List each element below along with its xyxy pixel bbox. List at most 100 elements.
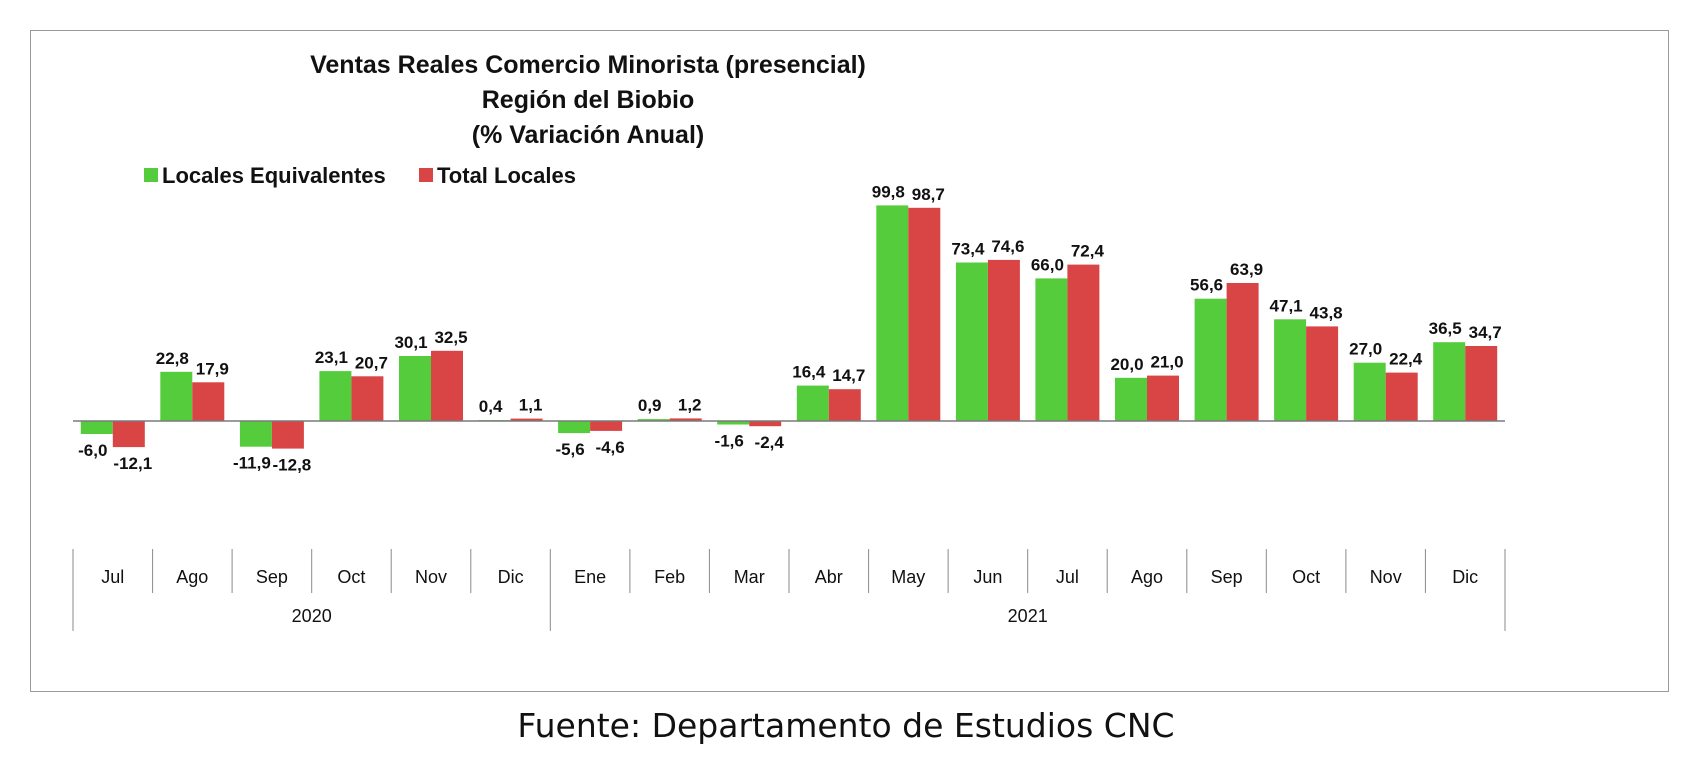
bar-total-locales-1 [192,382,225,421]
chart-title-line-1: Ventas Reales Comercio Minorista (presen… [310,51,866,79]
bar-total-locales-8 [749,421,782,427]
bar-locales-equivalentes-4 [399,356,431,421]
data-label-locales-equivalentes-3: 23,1 [315,348,348,367]
x-axis: Jul Ago Sep Oct Nov Dic Ene Feb Mar Abr May Jun Jul A… [72,420,1506,631]
data-label-total-locales-16: 22,4 [1389,350,1423,369]
legend-label-total-locales: Total Locales [437,163,576,188]
bar-total-locales-9 [828,389,861,421]
bar-total-locales-4 [431,350,463,421]
data-label-locales-equivalentes-0: -6,0 [78,441,107,460]
bar-locales-equivalentes-14 [1194,298,1227,421]
data-label-total-locales-11: 74,6 [991,237,1024,256]
data-label-total-locales-13: 21,0 [1150,353,1183,372]
data-label-total-locales-8: -2,4 [755,433,785,452]
data-label-total-locales-4: 32,5 [434,328,467,347]
x-tick-label: Jun [973,567,1002,587]
data-label-total-locales-6: -4,6 [595,438,624,457]
chart-title: Ventas Reales Comercio Minorista (presen… [310,51,866,149]
data-label-total-locales-12: 72,4 [1071,242,1105,261]
bar-locales-equivalentes-11 [955,262,988,421]
bar-locales-equivalentes-12 [1035,278,1068,421]
bar-locales-equivalentes-7 [637,419,670,421]
x-group-label-2020: 2020 [292,606,332,626]
data-label-locales-equivalentes-6: -5,6 [555,440,584,459]
data-label-locales-equivalentes-1: 22,8 [156,349,189,368]
bar-total-locales-12 [1067,264,1100,421]
bar-locales-equivalentes-15 [1274,319,1307,421]
bar-total-locales-3 [351,376,384,421]
bar-total-locales-16 [1385,372,1418,421]
data-label-total-locales-17: 34,7 [1469,323,1502,342]
bar-total-locales-11 [987,259,1020,421]
bar-total-locales-17 [1465,346,1498,421]
data-label-locales-equivalentes-13: 20,0 [1110,355,1143,374]
data-label-total-locales-14: 63,9 [1230,260,1263,279]
data-label-locales-equivalentes-4: 30,1 [394,333,427,352]
data-label-total-locales-9: 14,7 [832,366,865,385]
bar-chart: Ventas Reales Comercio Minorista (presen… [72,51,1506,631]
legend: Locales Equivalentes Total Locales [144,163,576,188]
x-tick-label: Sep [1211,567,1243,587]
data-label-locales-equivalentes-8: -1,6 [715,432,744,451]
x-tick-label: Nov [415,567,447,587]
x-tick-label: Feb [654,567,685,587]
bar-locales-equivalentes-0 [80,421,113,434]
data-label-total-locales-7: 1,2 [678,395,702,414]
bar-locales-equivalentes-9 [796,385,829,421]
chart-frame: Ventas Reales Comercio Minorista (presen… [30,30,1669,692]
x-tick-label: Oct [337,567,365,587]
x-tick-label: Ene [574,567,606,587]
x-tick-label: Jul [1056,567,1079,587]
bar-total-locales-5 [510,418,543,421]
x-tick-label: Sep [256,567,288,587]
bar-locales-equivalentes-6 [558,421,591,434]
bar-locales-equivalentes-2 [239,421,272,447]
bar-total-locales-0 [112,421,145,448]
x-tick-label: Dic [498,567,524,587]
chart-title-line-3: (% Variación Anual) [472,121,704,149]
legend-label-locales-equivalentes: Locales Equivalentes [162,163,386,188]
data-label-locales-equivalentes-14: 56,6 [1190,276,1223,295]
bar-total-locales-2 [271,421,304,449]
data-label-locales-equivalentes-15: 47,1 [1270,296,1303,315]
plot-area: -6,0 22,8 -11,9 23,1 30,1 0,4 -5,6 0,9 -1,6 16,4 9… [78,182,1502,474]
bar-locales-equivalentes-13 [1115,377,1147,421]
data-label-locales-equivalentes-17: 36,5 [1429,319,1462,338]
data-label-total-locales-10: 98,7 [912,185,945,204]
chart-title-line-2: Región del Biobio [482,86,695,114]
bar-total-locales-6 [590,421,623,431]
legend-swatch-locales-equivalentes [144,168,158,182]
bar-total-locales-10 [908,207,941,421]
data-label-total-locales-2: -12,8 [273,456,312,475]
bar-locales-equivalentes-3 [319,371,352,421]
data-label-locales-equivalentes-2: -11,9 [233,454,271,473]
bar-total-locales-13 [1147,375,1179,421]
data-label-total-locales-15: 43,8 [1310,303,1343,322]
data-label-locales-equivalentes-11: 73,4 [951,240,985,259]
data-label-total-locales-3: 20,7 [355,353,388,372]
source-note: Fuente: Departamento de Estudios CNC [517,706,1175,745]
data-label-locales-equivalentes-12: 66,0 [1031,255,1064,274]
bar-locales-equivalentes-16 [1353,362,1386,421]
data-label-total-locales-0: -12,1 [113,454,152,473]
x-tick-label: Nov [1370,567,1402,587]
x-tick-label: Mar [734,567,765,587]
bar-total-locales-7 [669,418,702,421]
bar-locales-equivalentes-17 [1433,342,1466,421]
x-group-label-2021: 2021 [1008,606,1048,626]
bar-locales-equivalentes-8 [717,421,750,425]
bar-locales-equivalentes-10 [876,205,909,421]
bar-total-locales-15 [1306,326,1339,421]
legend-swatch-total-locales [419,168,433,182]
bar-locales-equivalentes-1 [160,371,193,421]
x-tick-label: Jul [101,567,124,587]
data-label-locales-equivalentes-7: 0,9 [638,396,662,415]
bar-total-locales-14 [1226,283,1259,421]
x-tick-label: Oct [1292,567,1320,587]
x-tick-label: Dic [1452,567,1478,587]
data-label-locales-equivalentes-5: 0,4 [479,397,503,416]
x-tick-label: Ago [176,567,208,587]
data-label-total-locales-1: 17,9 [196,359,229,378]
data-label-total-locales-5: 1,1 [519,396,543,415]
x-tick-label: May [891,567,925,587]
